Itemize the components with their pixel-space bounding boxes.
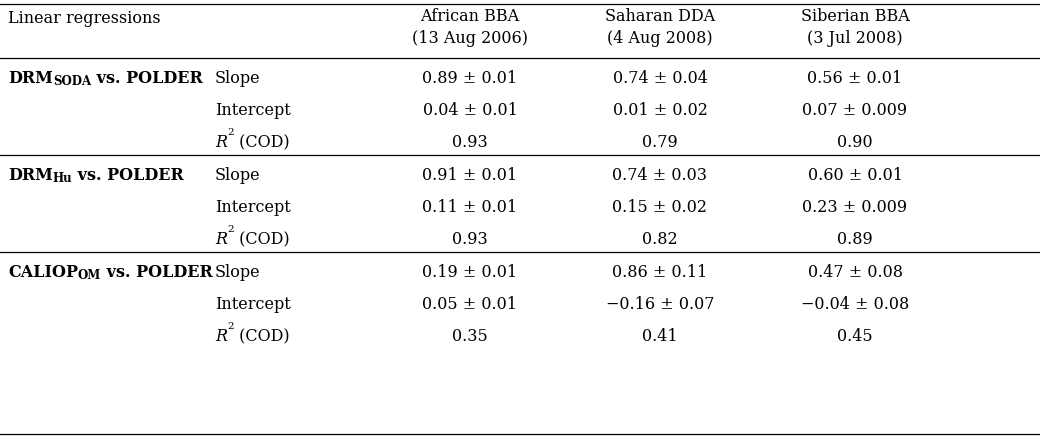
Text: 0.41: 0.41 [642, 328, 678, 345]
Text: Intercept: Intercept [215, 296, 291, 313]
Text: DRM: DRM [8, 167, 53, 184]
Text: 0.86 ± 0.11: 0.86 ± 0.11 [613, 264, 707, 281]
Text: vs. POLDER: vs. POLDER [101, 264, 213, 281]
Text: 0.93: 0.93 [452, 134, 488, 151]
Text: 0.90: 0.90 [837, 134, 873, 151]
Text: CALIOP: CALIOP [8, 264, 78, 281]
Text: 0.11 ± 0.01: 0.11 ± 0.01 [422, 199, 518, 216]
Text: Slope: Slope [215, 70, 261, 87]
Text: Siberian BBA: Siberian BBA [801, 8, 909, 25]
Text: 0.45: 0.45 [837, 328, 873, 345]
Text: (13 Aug 2006): (13 Aug 2006) [412, 30, 528, 47]
Text: 0.01 ± 0.02: 0.01 ± 0.02 [613, 102, 707, 119]
Text: OM: OM [78, 269, 101, 282]
Text: 0.91 ± 0.01: 0.91 ± 0.01 [422, 167, 518, 184]
Text: 0.74 ± 0.04: 0.74 ± 0.04 [613, 70, 707, 87]
Text: 0.79: 0.79 [642, 134, 678, 151]
Text: Linear regressions: Linear regressions [8, 10, 160, 27]
Text: 2: 2 [227, 225, 234, 234]
Text: R: R [215, 134, 227, 151]
Text: vs. POLDER: vs. POLDER [73, 167, 184, 184]
Text: 2: 2 [227, 128, 234, 137]
Text: R: R [215, 328, 227, 345]
Text: Slope: Slope [215, 167, 261, 184]
Text: vs. POLDER: vs. POLDER [90, 70, 203, 87]
Text: Intercept: Intercept [215, 102, 291, 119]
Text: (3 Jul 2008): (3 Jul 2008) [807, 30, 903, 47]
Text: African BBA: African BBA [420, 8, 520, 25]
Text: Saharan DDA: Saharan DDA [605, 8, 716, 25]
Text: 2: 2 [227, 322, 234, 331]
Text: 0.89: 0.89 [837, 231, 873, 248]
Text: 0.47 ± 0.08: 0.47 ± 0.08 [807, 264, 903, 281]
Text: Slope: Slope [215, 264, 261, 281]
Text: 0.56 ± 0.01: 0.56 ± 0.01 [807, 70, 903, 87]
Text: R: R [215, 231, 227, 248]
Text: −0.16 ± 0.07: −0.16 ± 0.07 [605, 296, 714, 313]
Text: Intercept: Intercept [215, 199, 291, 216]
Text: 0.05 ± 0.01: 0.05 ± 0.01 [422, 296, 518, 313]
Text: −0.04 ± 0.08: −0.04 ± 0.08 [801, 296, 909, 313]
Text: 0.93: 0.93 [452, 231, 488, 248]
Text: 0.35: 0.35 [452, 328, 488, 345]
Text: DRM: DRM [8, 70, 53, 87]
Text: 0.82: 0.82 [642, 231, 678, 248]
Text: SODA: SODA [53, 75, 90, 88]
Text: 0.60 ± 0.01: 0.60 ± 0.01 [807, 167, 903, 184]
Text: (COD): (COD) [234, 134, 289, 151]
Text: 0.23 ± 0.009: 0.23 ± 0.009 [803, 199, 908, 216]
Text: 0.74 ± 0.03: 0.74 ± 0.03 [613, 167, 707, 184]
Text: 0.15 ± 0.02: 0.15 ± 0.02 [613, 199, 707, 216]
Text: Hu: Hu [53, 172, 73, 185]
Text: 0.89 ± 0.01: 0.89 ± 0.01 [422, 70, 518, 87]
Text: (COD): (COD) [234, 231, 289, 248]
Text: (COD): (COD) [234, 328, 289, 345]
Text: 0.04 ± 0.01: 0.04 ± 0.01 [422, 102, 518, 119]
Text: 0.07 ± 0.009: 0.07 ± 0.009 [803, 102, 908, 119]
Text: 0.19 ± 0.01: 0.19 ± 0.01 [422, 264, 518, 281]
Text: (4 Aug 2008): (4 Aug 2008) [607, 30, 712, 47]
